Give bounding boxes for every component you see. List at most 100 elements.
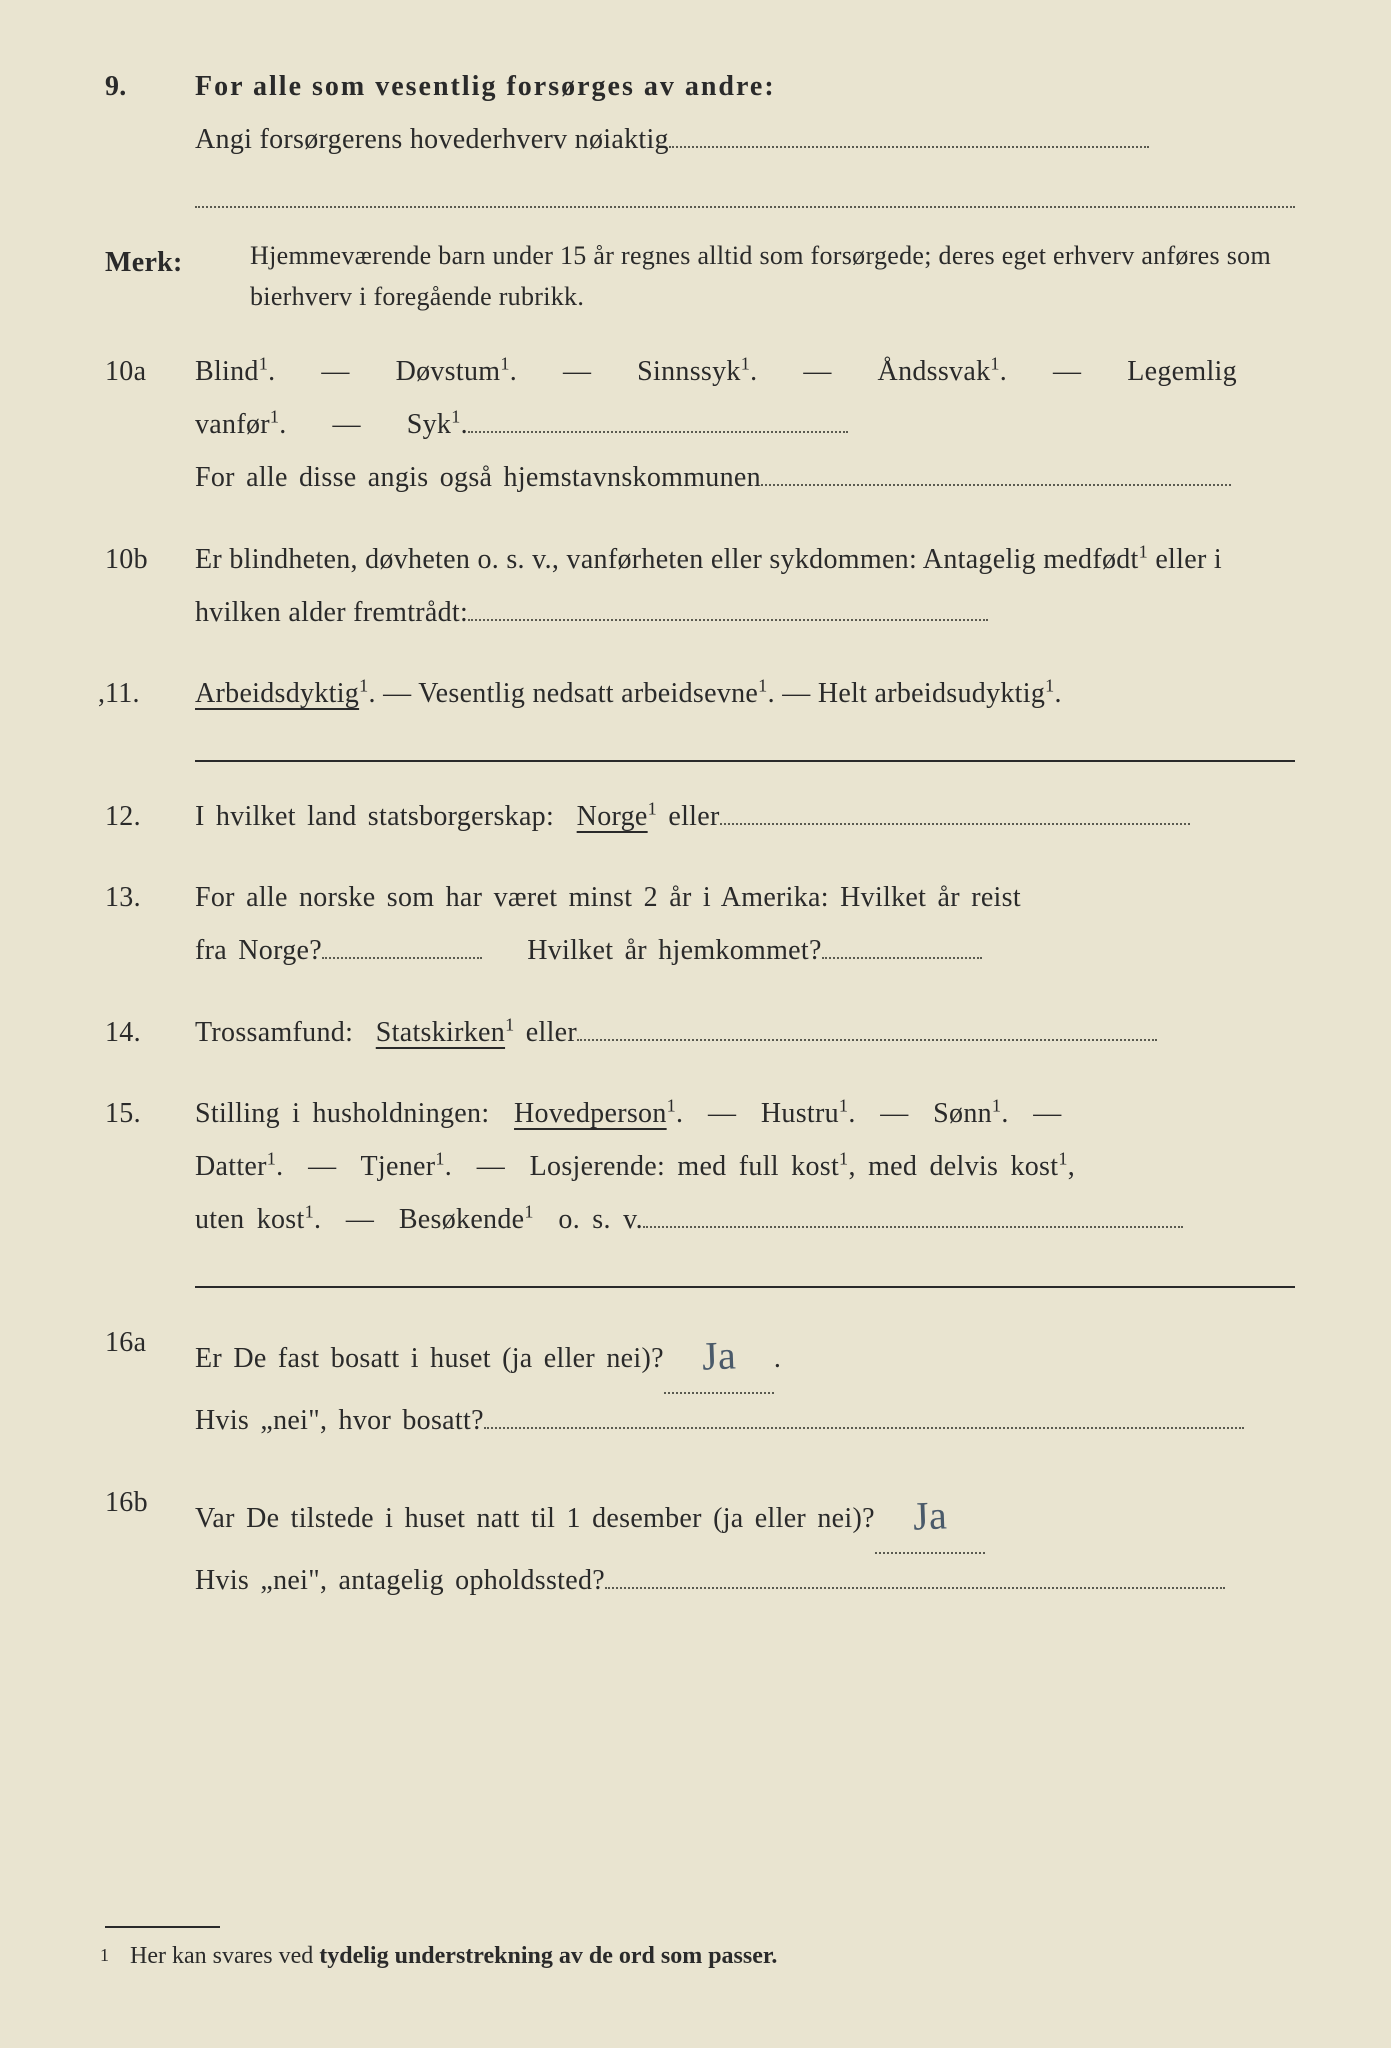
sup-1: 1 <box>505 1014 514 1034</box>
sep: — <box>477 1151 505 1182</box>
sup-1: 1 <box>1058 1149 1067 1169</box>
q15-opt5: Tjener <box>361 1151 436 1182</box>
sep: — <box>308 1151 336 1182</box>
q13-blank-1 <box>322 929 482 959</box>
q11-opt3: Helt arbeidsudyktig <box>818 678 1045 709</box>
q10a-opt6: vanfør <box>195 409 270 440</box>
q15-mid: Losjerende: med full kost <box>530 1151 839 1182</box>
q12-body: I hvilket land statsborgerskap: Norge1 e… <box>195 790 1295 843</box>
q10a-body: Blind1. — Døvstum1. — Sinnssyk1. — Åndss… <box>195 345 1295 505</box>
footnote-text: Her kan svares ved tydelig understreknin… <box>130 1943 777 1970</box>
sep: — <box>333 409 361 440</box>
q11-opt2: Vesentlig nedsatt arbeidsevne <box>418 678 758 709</box>
q10a-opt2: Døvstum <box>396 356 501 387</box>
q10b-text: Er blindheten, døvheten o. s. v., vanfør… <box>195 544 1139 575</box>
q16a-number: 16a <box>105 1316 185 1369</box>
q15-body: Stilling i husholdningen: Hovedperson1. … <box>195 1087 1295 1247</box>
sup-1: 1 <box>305 1202 314 1222</box>
q16b-q1: Var De tilstede i huset natt til 1 desem… <box>195 1503 875 1534</box>
merk-text: Hjemmeværende barn under 15 år regnes al… <box>250 236 1295 317</box>
q9-body: For alle som vesentlig forsørges av andr… <box>195 60 1295 208</box>
q16b-number: 16b <box>105 1476 185 1529</box>
q11-underline <box>195 732 1295 762</box>
q12-opt: Norge <box>577 801 648 832</box>
sep: — <box>803 356 831 387</box>
q14-opt: Statskirken <box>376 1017 505 1048</box>
q9-heading: For alle som vesentlig forsørges av andr… <box>195 71 776 102</box>
q16b-q2: Hvis „nei", antagelig opholdssted? <box>195 1565 605 1596</box>
sup-1: 1 <box>1045 676 1054 696</box>
question-16a: 16a Er De fast bosatt i huset (ja eller … <box>105 1316 1295 1447</box>
q10b-body: Er blindheten, døvheten o. s. v., vanfør… <box>195 533 1295 639</box>
q10a-blank-1 <box>468 403 848 433</box>
footnote-rule <box>105 1926 220 1928</box>
q15-label: Stilling i husholdningen: <box>195 1098 489 1129</box>
q12-blank <box>720 795 1190 825</box>
q11-body: Arbeidsdyktig1. — Vesentlig nedsatt arbe… <box>195 667 1295 720</box>
question-14: 14. Trossamfund: Statskirken1 eller <box>105 1006 1295 1059</box>
question-9: 9. For alle som vesentlig forsørges av a… <box>105 60 1295 208</box>
sup-1: 1 <box>451 407 460 427</box>
q15-number: 15. <box>105 1087 185 1140</box>
q13-text1: For alle norske som har været minst 2 år… <box>195 882 1021 913</box>
sep: — <box>708 1098 736 1129</box>
q16b-body: Var De tilstede i huset natt til 1 desem… <box>195 1476 1295 1607</box>
sup-1: 1 <box>758 676 767 696</box>
sep: — <box>321 356 349 387</box>
sep: — <box>346 1204 374 1235</box>
q15-mid3: uten kost <box>195 1204 305 1235</box>
q14-label: Trossamfund: <box>195 1017 353 1048</box>
q10a-line2: For alle disse angis også hjemstavnskomm… <box>195 462 761 493</box>
q16a-answer-1: Ja <box>701 1318 738 1395</box>
sup-1: 1 <box>839 1096 848 1116</box>
q9-blank-1 <box>669 118 1149 148</box>
q15-blank <box>643 1198 1183 1228</box>
question-10a: 10a Blind1. — Døvstum1. — Sinnssyk1. — Å… <box>105 345 1295 505</box>
q12-label: I hvilket land statsborgerskap: <box>195 801 554 832</box>
q13-text3: Hvilket år hjemkommet? <box>527 935 822 966</box>
q16a-blank-1: Ja <box>664 1316 774 1394</box>
q15-opt4: Datter <box>195 1151 267 1182</box>
sup-1: 1 <box>992 1096 1001 1116</box>
q15-opt3: Sønn <box>933 1098 992 1129</box>
footnote-pre: Her kan svares ved <box>130 1943 319 1969</box>
content-area: 9. For alle som vesentlig forsørges av a… <box>105 60 1295 1635</box>
q16a-body: Er De fast bosatt i huset (ja eller nei)… <box>195 1316 1295 1447</box>
q16b-blank-1: Ja <box>875 1476 985 1554</box>
sep: — <box>383 678 411 709</box>
sup-1: 1 <box>839 1149 848 1169</box>
dot: . <box>774 1343 781 1374</box>
q13-number: 13. <box>105 871 185 924</box>
merk-note: Merk: Hjemmeværende barn under 15 år reg… <box>160 236 1295 317</box>
q9-line-text: Angi forsørgerens hovederhverv nøiaktig <box>195 124 669 155</box>
footnote-marker: 1 <box>100 1945 109 1966</box>
q10a-opt1: Blind <box>195 356 259 387</box>
q14-number: 14. <box>105 1006 185 1059</box>
sup-1: 1 <box>270 407 279 427</box>
q16a-q2: Hvis „nei", hvor bosatt? <box>195 1405 484 1436</box>
footnote-bold: tydelig understrekning av de ord som pas… <box>319 1943 777 1969</box>
q10a-blank-2 <box>761 456 1231 486</box>
q15-underline <box>195 1258 1295 1288</box>
question-10b: 10b Er blindheten, døvheten o. s. v., va… <box>105 533 1295 639</box>
sep: — <box>1053 356 1081 387</box>
sep: — <box>782 678 810 709</box>
question-15: 15. Stilling i husholdningen: Hovedperso… <box>105 1087 1295 1289</box>
q10b-number: 10b <box>105 533 185 586</box>
q16b-blank-2 <box>605 1559 1225 1589</box>
q10a-opt4: Åndssvak <box>878 356 991 387</box>
sup-1: 1 <box>435 1149 444 1169</box>
question-12: 12. I hvilket land statsborgerskap: Norg… <box>105 790 1295 843</box>
sup-1: 1 <box>741 354 750 374</box>
q10a-number: 10a <box>105 345 185 398</box>
sup-1: 1 <box>359 676 368 696</box>
merk-label: Merk: <box>105 236 183 289</box>
q12-number: 12. <box>105 790 185 843</box>
q15-mid2: med delvis kost <box>868 1151 1058 1182</box>
question-13: 13. For alle norske som har været minst … <box>105 871 1295 977</box>
sup-1: 1 <box>648 799 657 819</box>
q11-opt1: Arbeidsdyktig <box>195 678 359 709</box>
q15-tail: o. s. v. <box>558 1204 642 1235</box>
q10a-opt7: Syk <box>407 409 451 440</box>
q14-or: eller <box>526 1017 577 1048</box>
